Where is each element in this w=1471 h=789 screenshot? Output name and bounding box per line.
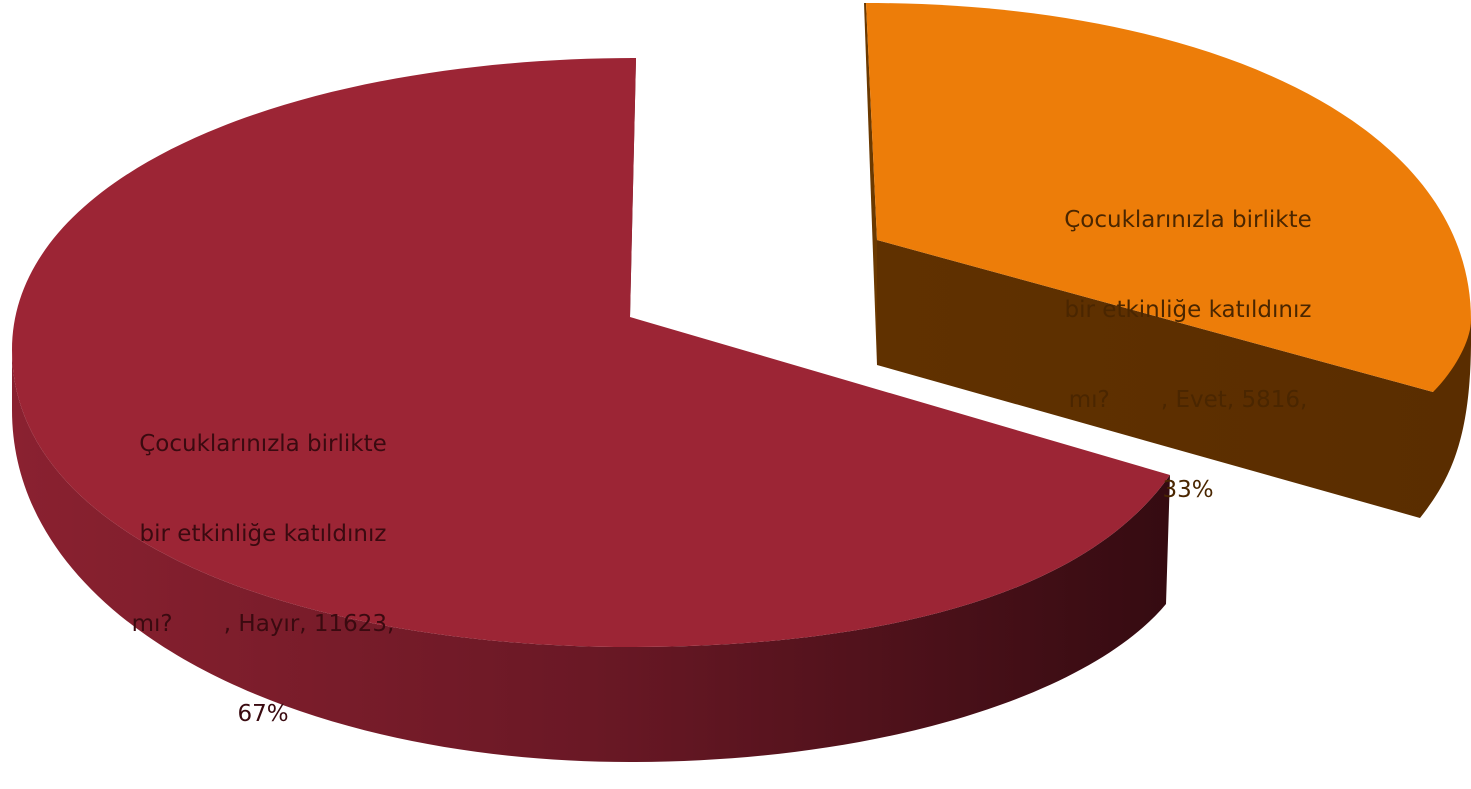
slice-evet-cut-wall[interactable] (864, 3, 877, 365)
slice-label-hayir-line: Çocuklarınızla birlikte (139, 431, 387, 457)
slice-evet-top[interactable] (866, 3, 1471, 392)
slice-label-evet-line: mı? , Evet, 5816, (1068, 387, 1308, 413)
slice-label-hayir-line: 67% (237, 701, 289, 727)
slice-label-evet-line: 33% (1162, 477, 1214, 503)
slice-label-hayir-line: mı? , Hayır, 11623, (131, 611, 395, 637)
slice-label-hayir: Çocuklarınızla birlikte bir etkinliğe ka… (78, 369, 448, 759)
slice-evet-side[interactable] (877, 240, 1471, 518)
slice-hayir-side[interactable] (12, 350, 1170, 762)
slice-label-evet: Çocuklarınızla birlikte bir etkinliğe ka… (1008, 145, 1368, 535)
slice-label-evet-line: bir etkinliğe katıldınız (1064, 297, 1312, 323)
slice-label-evet-line: Çocuklarınızla birlikte (1064, 207, 1312, 233)
slice-hayir-top[interactable] (12, 58, 1170, 647)
slice-label-hayir-line: bir etkinliğe katıldınız (139, 521, 387, 547)
